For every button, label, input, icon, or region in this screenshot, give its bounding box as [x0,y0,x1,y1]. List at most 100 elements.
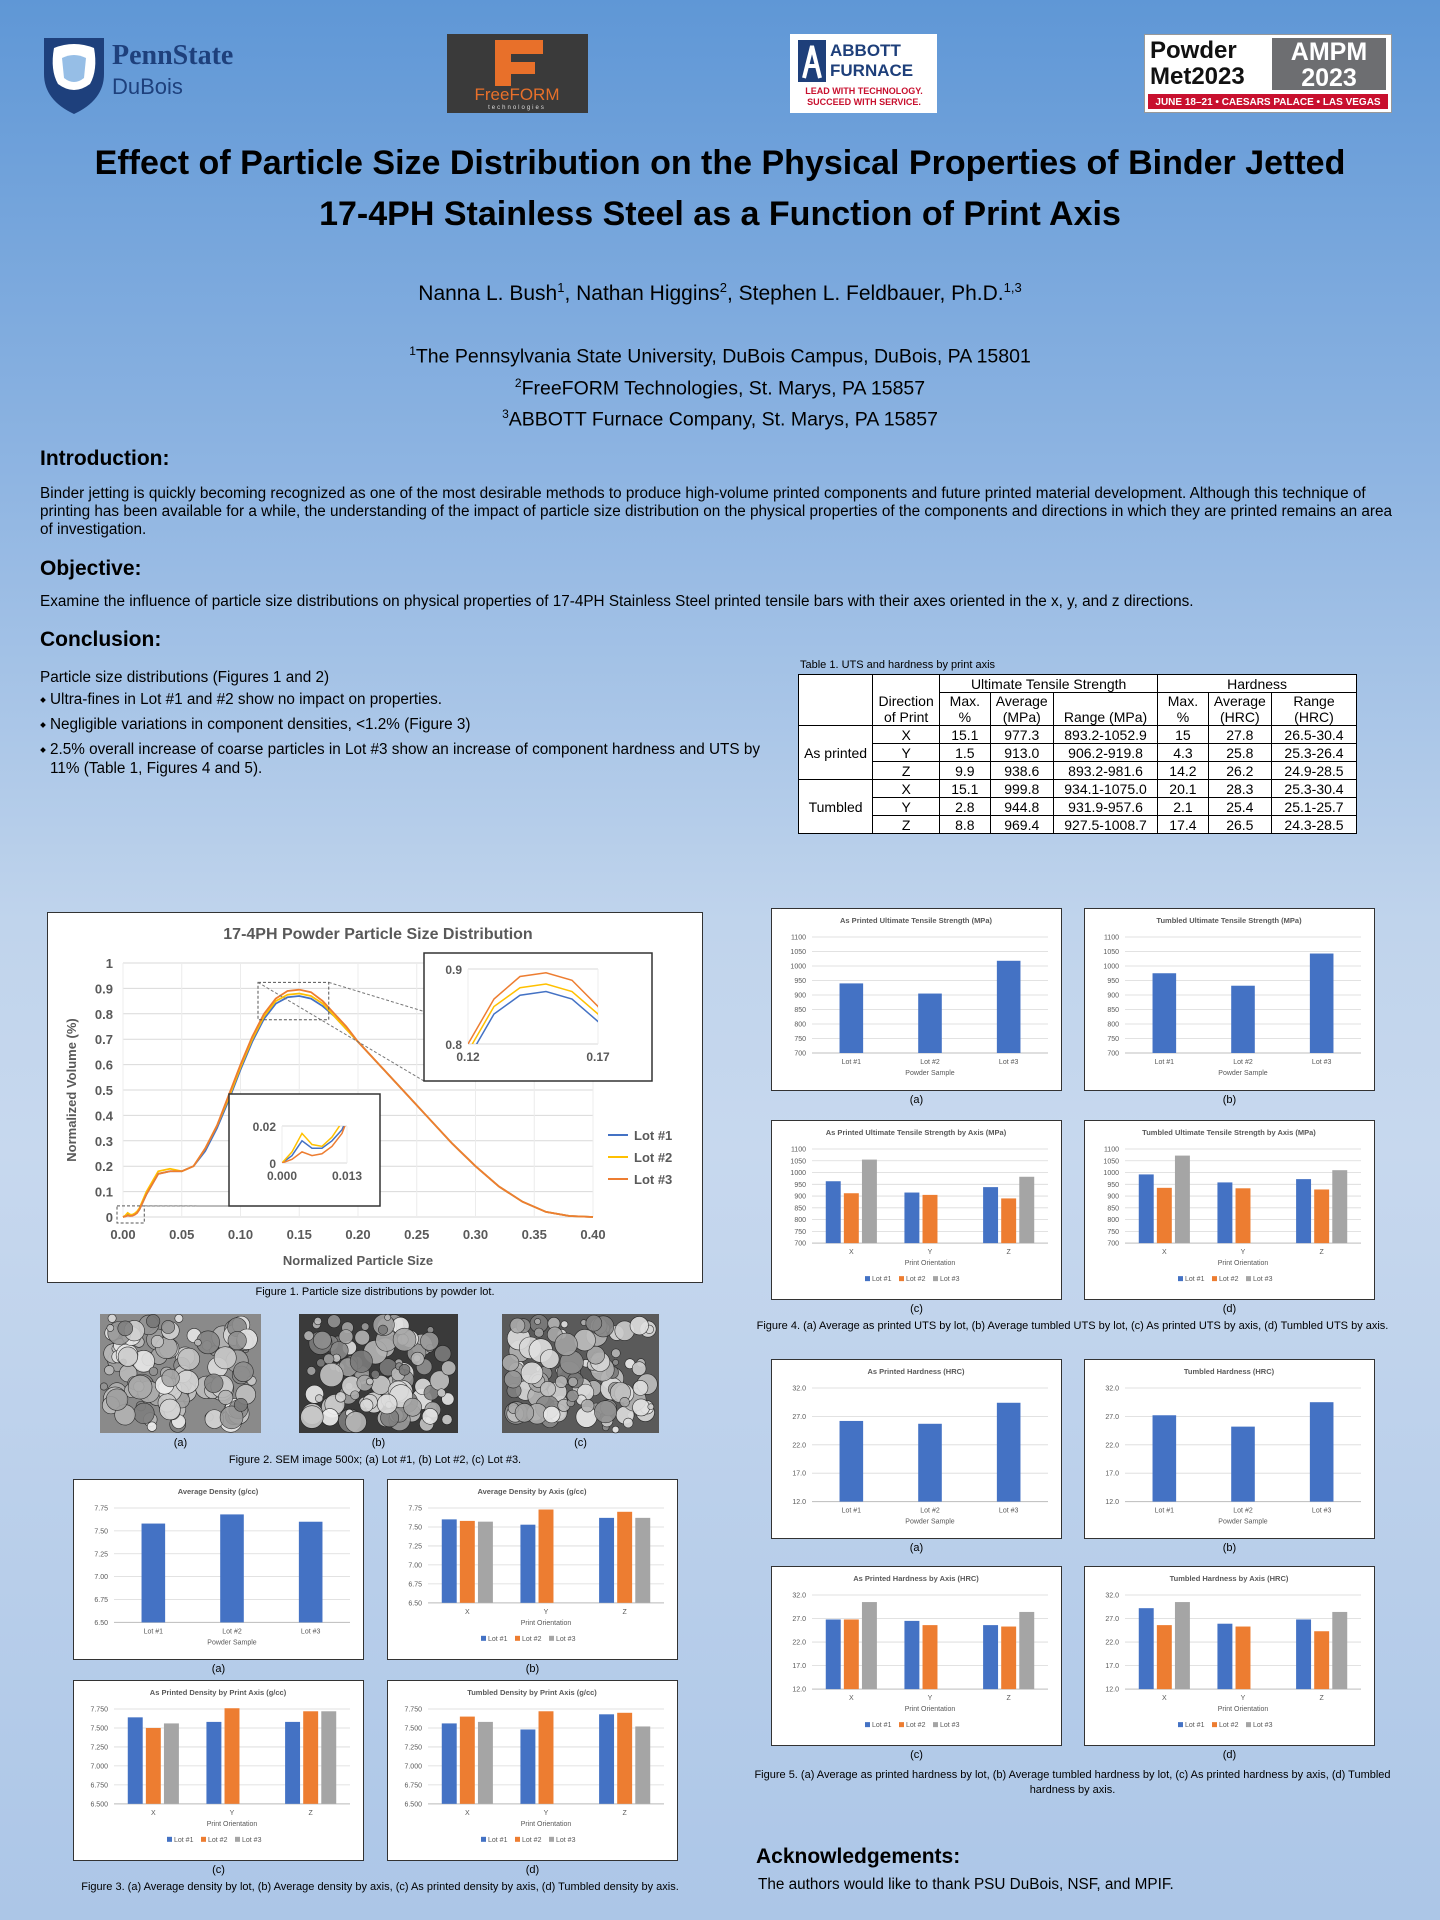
table-row: Direction of Print Max. % Average (MPa) Ran… [799,692,1357,726]
legend-label: Lot #1 [488,1636,508,1643]
table-row: Z 9.9 938.6 893.2-981.6 14.2 26.2 24.9-28.5 [799,761,1357,780]
y-tick-label: 850 [794,1205,806,1212]
particle [353,1365,370,1382]
panel-label: (a) [211,1663,226,1675]
x-tick-label: Lot #2 [222,1628,242,1635]
chart: Tumbled Ultimate Tensile Strength (MPa) 7… [1103,916,1361,1077]
panel-label: (a) [174,1437,187,1449]
particle [224,1407,243,1425]
particle [146,1328,168,1351]
bar [996,960,1021,1053]
x-tick-label: Lot #2 [1233,1508,1253,1515]
particle [141,1352,156,1367]
particle [391,1407,405,1420]
particle [161,1368,180,1388]
particle [392,1327,417,1352]
particle [395,1362,403,1371]
bar [918,1423,942,1502]
particle [600,1377,624,1401]
particle [354,1370,370,1385]
x-tick-label: Lot #1 [842,1059,862,1066]
bar [459,1520,475,1603]
y-tick-label: 950 [794,1182,806,1189]
particle [557,1398,571,1412]
particle [518,1336,542,1360]
bar [520,1524,536,1603]
particle [196,1330,220,1355]
particle [506,1405,524,1423]
logo-text: Powder [1150,37,1237,64]
bar [922,1625,938,1690]
y-tick-label: 800 [1107,1022,1119,1029]
particle [105,1388,129,1411]
bar [1231,985,1255,1053]
particle [204,1373,224,1393]
particle [133,1350,155,1372]
x-tick-label: Y [1241,1249,1246,1256]
bar [599,1714,615,1804]
particle [424,1401,441,1419]
particle [415,1358,433,1375]
pennstate-logo: PennState DuBois [44,38,233,114]
y-tick-label: 0.1 [95,1185,113,1200]
title-line: 17-4PH Stainless Steel as a Function of … [319,195,1121,233]
y-tick-label: 7.00 [94,1574,108,1581]
particle [397,1333,409,1346]
table-cell: 26.2 [1207,761,1273,780]
particle [406,1343,427,1363]
particle [169,1416,186,1433]
legend-label: Lot #3 [1253,1722,1273,1729]
x-tick-label: X [151,1810,156,1817]
bar [843,1619,859,1690]
particle [308,1331,333,1355]
particle [546,1326,563,1343]
particle [434,1345,452,1363]
particle [146,1421,158,1432]
x-tick-label: Z [309,1810,314,1817]
y-tick-label: 17.0 [1105,1663,1119,1670]
particle [624,1358,636,1370]
particle [548,1403,568,1423]
x-tick-label: 0.20 [345,1227,370,1242]
x-axis-title: Print Orientation [521,1821,572,1828]
y-tick-label: 17.0 [792,1663,806,1670]
logo-text: JUNE 18–21 • CAESARS PALACE • LAS VEGAS [1155,97,1381,108]
particle [235,1384,256,1405]
x-axis-title: Print Orientation [905,1706,956,1713]
logo-text: AMPM [1291,38,1367,66]
y-tick-label: 800 [794,1022,806,1029]
y-tick-label: 32.0 [792,1593,806,1600]
particle [380,1408,400,1428]
particle [154,1375,175,1395]
particle [639,1400,655,1415]
particle [177,1347,200,1371]
bar [1309,1402,1334,1502]
particle [585,1380,602,1397]
y-tick-label: 7.000 [90,1763,108,1770]
legend-label: Lot #2 [634,1150,672,1165]
x-tick-label: Lot #1 [144,1628,164,1635]
chart-box: Tumbled Ultimate Tensile Strength by Axi… [1084,1120,1375,1300]
legend-label: Lot #3 [940,1722,960,1729]
particle [101,1396,120,1415]
particle [338,1357,358,1377]
legend-swatch [549,1635,554,1641]
x-tick-label: Lot #3 [999,1059,1019,1066]
y-tick-label: 0.7 [95,1032,113,1047]
table-cell: 893.2-1052.9 [1052,725,1159,744]
bar [538,1711,554,1804]
lion-face [62,55,86,82]
particle [589,1402,604,1417]
particle [320,1408,339,1427]
particle [146,1314,161,1329]
particle [535,1365,543,1373]
particle [227,1331,247,1351]
particle [117,1320,134,1337]
table-cell: 927.5-1008.7 [1052,815,1159,834]
legend-swatch [515,1635,520,1641]
y-tick-label: 900 [794,993,806,1000]
caption: Figure 4. (a) Average as printed UTS by … [756,1320,1389,1332]
particle [600,1366,625,1391]
legend-label: Lot #2 [1219,1722,1239,1729]
